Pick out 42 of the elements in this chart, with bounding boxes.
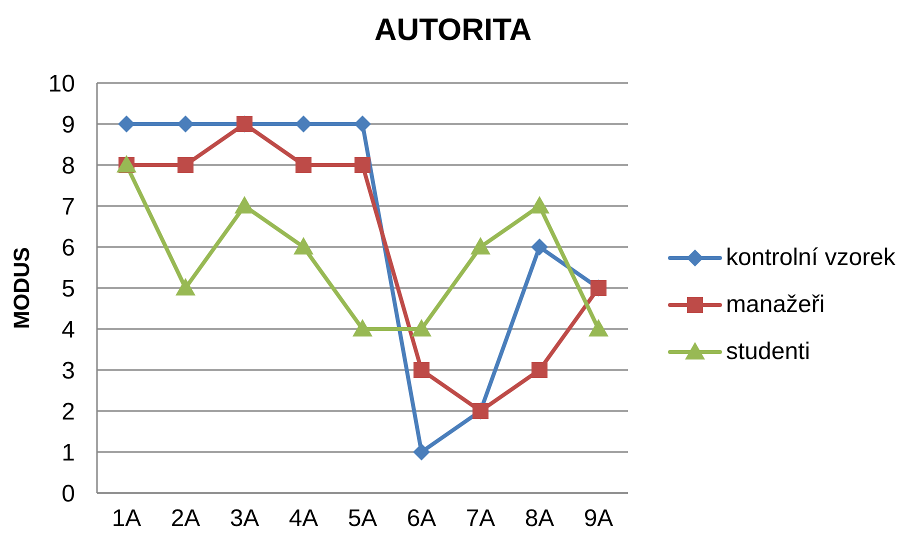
point [176, 278, 196, 296]
chart-title: AUTORITA [373, 12, 533, 48]
y-tick-label: 5 [62, 276, 75, 303]
point [588, 319, 608, 336]
point [352, 319, 372, 336]
x-tick-label: 5A [348, 505, 378, 532]
point [532, 362, 548, 378]
point [414, 362, 430, 378]
x-tick-label: 3A [230, 505, 260, 532]
x-tick-label: 7A [466, 505, 496, 532]
x-tick-label: 6A [406, 505, 436, 532]
y-axis-title: MODUS [9, 247, 35, 329]
y-tick-label: 1 [62, 440, 75, 467]
point [354, 116, 371, 132]
point [412, 319, 432, 336]
y-tick-label: 7 [62, 194, 75, 221]
y-tick-label: 0 [62, 480, 75, 508]
legend-label: studenti [726, 338, 810, 366]
point [531, 238, 548, 256]
y-tick-label: 4 [62, 316, 75, 344]
point [294, 237, 314, 254]
point [118, 116, 135, 132]
x-tick-label: 8A [524, 505, 554, 532]
x-tick-label: 9A [584, 505, 614, 532]
legend-label: manažeři [726, 290, 825, 318]
x-tick-label: 4A [288, 505, 318, 532]
x-tick-label: 1A [112, 505, 142, 532]
point [413, 444, 430, 460]
y-tick-label: 9 [62, 112, 75, 139]
x-tick-label: 2A [170, 505, 200, 532]
point [178, 157, 194, 173]
legend-label: kontrolní vzorek [726, 244, 896, 272]
y-tick-label: 8 [62, 152, 75, 180]
point [296, 157, 312, 173]
y-tick-label: 2 [62, 398, 75, 426]
y-tick-label: 6 [62, 234, 75, 262]
point [470, 237, 490, 254]
point [295, 116, 312, 132]
y-tick-label: 3 [62, 358, 75, 385]
point [177, 116, 194, 132]
point [354, 157, 370, 173]
y-tick-label: 10 [48, 70, 75, 98]
